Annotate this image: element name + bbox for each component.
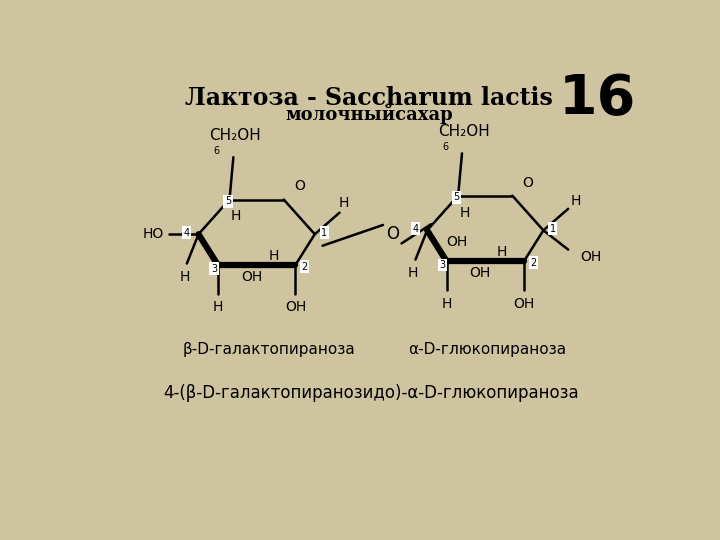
Text: H: H xyxy=(459,206,469,220)
Text: H: H xyxy=(179,269,190,284)
Text: 1: 1 xyxy=(321,228,327,238)
Text: 6: 6 xyxy=(213,146,220,156)
Text: молочныйсахар: молочныйсахар xyxy=(285,105,453,124)
Text: 3: 3 xyxy=(440,260,446,270)
Text: 2: 2 xyxy=(302,261,308,272)
Text: CH₂OH: CH₂OH xyxy=(438,125,490,139)
Text: 1: 1 xyxy=(549,224,556,234)
Text: α-D-глюкопираноза: α-D-глюкопираноза xyxy=(408,342,566,357)
Text: 4: 4 xyxy=(413,224,418,234)
Text: CH₂OH: CH₂OH xyxy=(209,129,261,143)
Text: OH: OH xyxy=(446,235,468,249)
Text: 6: 6 xyxy=(442,142,448,152)
Text: OH: OH xyxy=(513,296,535,310)
Text: O: O xyxy=(523,176,534,190)
Text: H: H xyxy=(339,197,349,211)
Text: HO: HO xyxy=(143,227,164,241)
Text: 5: 5 xyxy=(225,196,231,206)
Text: H: H xyxy=(269,249,279,263)
Text: O: O xyxy=(386,225,399,243)
Text: O: O xyxy=(294,179,305,193)
Text: 16: 16 xyxy=(559,72,636,126)
Text: 4: 4 xyxy=(184,228,190,238)
Text: H: H xyxy=(497,245,508,259)
Text: 3: 3 xyxy=(211,264,217,274)
Text: Лактоза - Saccharum lactis: Лактоза - Saccharum lactis xyxy=(185,86,553,110)
Text: H: H xyxy=(230,210,241,224)
Text: β-D-галактопираноза: β-D-галактопираноза xyxy=(183,342,356,357)
Text: H: H xyxy=(441,296,451,310)
Text: 5: 5 xyxy=(454,192,459,202)
Text: OH: OH xyxy=(241,269,262,284)
Text: 4-(β-D-галактопиранозидо)-α-D-глюкопираноза: 4-(β-D-галактопиранозидо)-α-D-глюкопиран… xyxy=(163,384,580,402)
Text: OH: OH xyxy=(284,300,306,314)
Text: OH: OH xyxy=(469,266,491,280)
Text: H: H xyxy=(408,266,418,280)
Text: 2: 2 xyxy=(530,258,536,268)
Text: H: H xyxy=(571,194,581,208)
Text: OH: OH xyxy=(580,251,602,264)
Text: H: H xyxy=(212,300,223,314)
